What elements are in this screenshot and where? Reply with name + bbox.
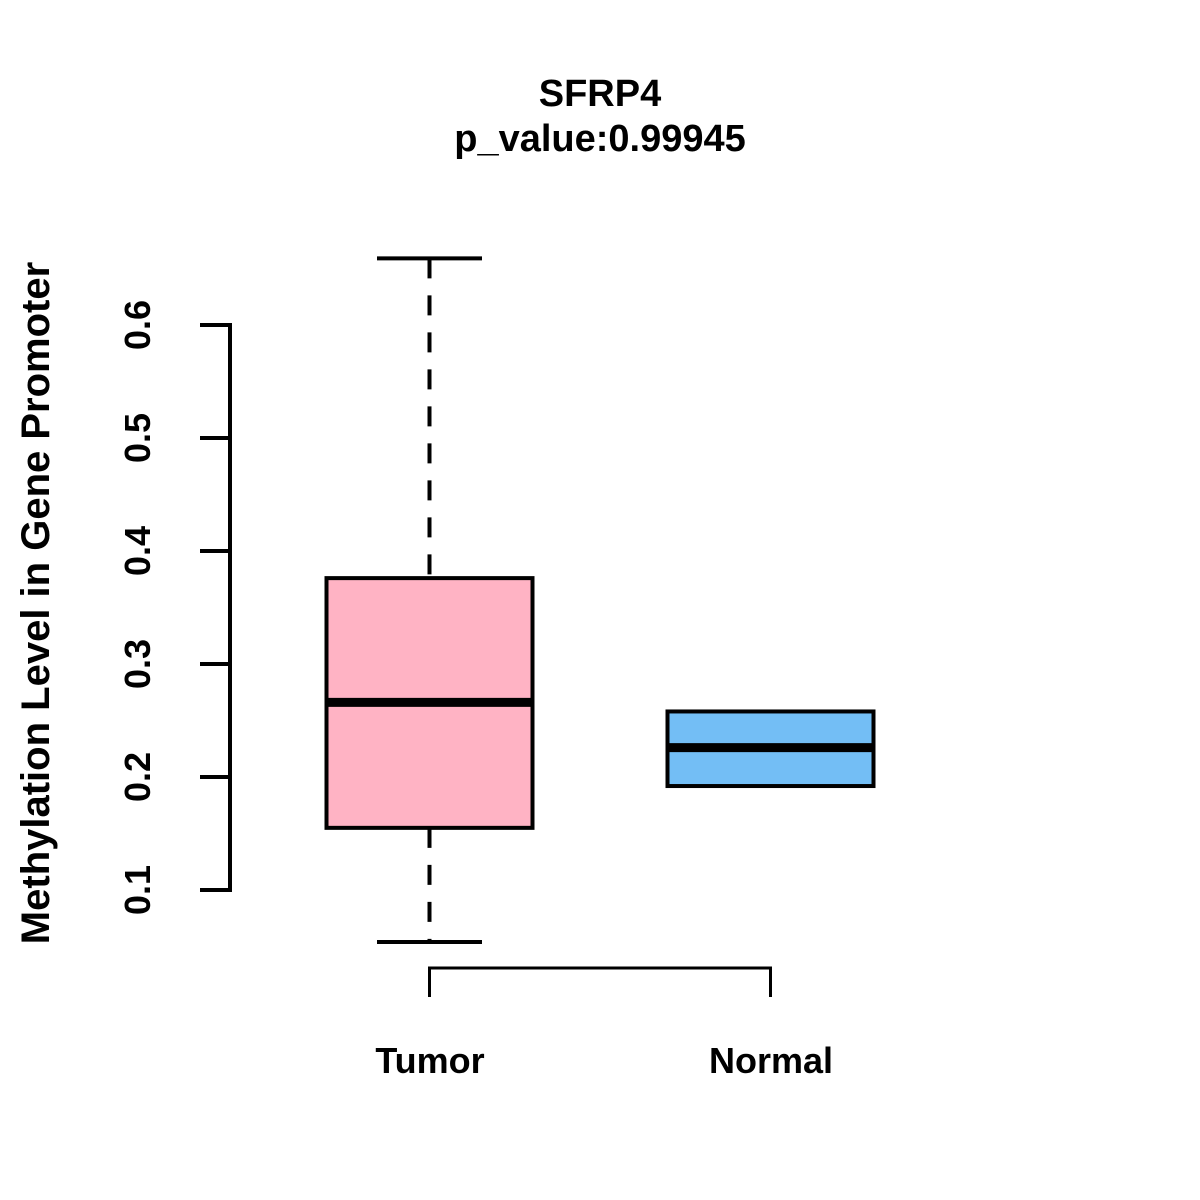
y-tick-label: 0.1 bbox=[117, 865, 158, 915]
y-tick-label: 0.5 bbox=[117, 413, 158, 463]
y-tick-label: 0.2 bbox=[117, 752, 158, 802]
y-tick-label: 0.3 bbox=[117, 639, 158, 689]
x-label-normal: Normal bbox=[708, 1040, 834, 1081]
x-axis-bracket bbox=[428, 966, 772, 997]
chart-title: SFRP4 bbox=[538, 73, 662, 115]
x-label-tumor: Tumor bbox=[375, 1040, 485, 1081]
chart-subtitle: p_value:0.99945 bbox=[454, 118, 746, 160]
y-tick-label: 0.4 bbox=[117, 526, 158, 576]
y-tick-label: 0.6 bbox=[117, 300, 158, 350]
